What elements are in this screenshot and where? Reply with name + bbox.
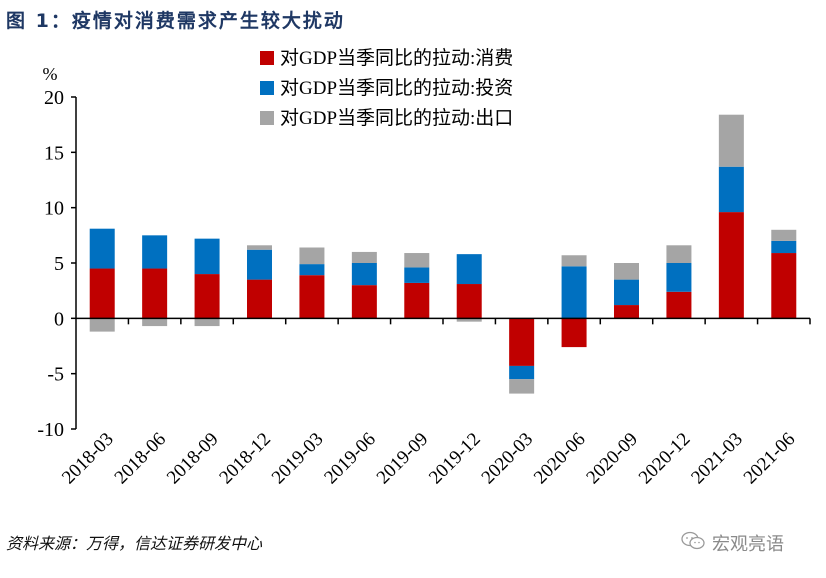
y-tick-label: 5 bbox=[54, 253, 64, 275]
bar-2018-03-series-0 bbox=[89, 268, 115, 319]
bar-2019-03-series-1 bbox=[299, 264, 325, 276]
x-tick-label: 2019-09 bbox=[373, 429, 433, 489]
x-tick-label: 2019-12 bbox=[425, 429, 485, 489]
x-tick-label: 2021-03 bbox=[687, 429, 747, 489]
legend-label-2: 对GDP当季同比的拉动:出口 bbox=[280, 107, 513, 129]
x-tick-label: 2018-09 bbox=[163, 429, 223, 489]
bar-2019-09-series-0 bbox=[404, 282, 430, 319]
bar-2018-06-series-0 bbox=[142, 268, 168, 319]
bar-2018-09-series-2 bbox=[194, 318, 220, 327]
legend-swatch-2 bbox=[260, 111, 274, 125]
bar-2021-06-series-0 bbox=[771, 253, 797, 319]
x-tick-label: 2018-06 bbox=[111, 429, 171, 489]
bar-2018-06-series-2 bbox=[142, 318, 168, 327]
x-tick-label: 2019-03 bbox=[268, 429, 328, 489]
y-tick-label: 20 bbox=[44, 87, 64, 109]
x-tick-label: 2018-03 bbox=[58, 429, 118, 489]
x-tick-label: 2020-03 bbox=[478, 429, 538, 489]
bar-2018-12-series-1 bbox=[247, 249, 272, 280]
bar-2020-06-series-0 bbox=[561, 318, 587, 348]
y-tick-label: -5 bbox=[47, 364, 64, 386]
bar-2019-09-series-2 bbox=[404, 253, 430, 268]
bar-2021-06-series-1 bbox=[771, 240, 797, 254]
bar-2018-09-series-0 bbox=[194, 274, 220, 319]
bar-2019-09-series-1 bbox=[404, 267, 430, 283]
bar-2019-12-series-1 bbox=[456, 254, 482, 285]
chart-title: 图 1：疫情对消费需求产生较大扰动 bbox=[6, 10, 345, 32]
bar-2020-03-series-0 bbox=[509, 318, 535, 366]
bar-2019-03-series-2 bbox=[299, 247, 325, 265]
bar-2020-03-series-1 bbox=[509, 365, 535, 380]
bar-2019-06-series-2 bbox=[351, 251, 377, 263]
y-tick-label: 0 bbox=[54, 308, 64, 330]
bar-2018-03-series-1 bbox=[89, 228, 115, 269]
bar-2020-09-series-1 bbox=[614, 279, 639, 306]
y-axis: 20 15 10 5 0 -5 -10 bbox=[37, 87, 77, 441]
bar-2019-03-series-0 bbox=[299, 275, 325, 319]
bars bbox=[89, 114, 797, 394]
bar-2020-06-series-1 bbox=[561, 266, 587, 319]
bar-2020-09-series-2 bbox=[614, 263, 639, 280]
bar-2018-06-series-1 bbox=[142, 235, 168, 269]
bar-2018-12-series-0 bbox=[247, 279, 272, 319]
watermark-text: 宏观亮语 bbox=[712, 534, 784, 555]
legend: 对GDP当季同比的拉动:消费对GDP当季同比的拉动:投资对GDP当季同比的拉动:… bbox=[260, 47, 513, 129]
legend-label-0: 对GDP当季同比的拉动:消费 bbox=[280, 47, 513, 69]
bar-2021-03-series-1 bbox=[718, 166, 744, 213]
y-tick-label: 10 bbox=[44, 198, 64, 220]
watermark: 宏观亮语 bbox=[680, 530, 784, 556]
x-axis: 2018-032018-062018-092018-122019-032019-… bbox=[58, 317, 811, 489]
bar-2021-06-series-2 bbox=[771, 229, 797, 241]
wechat-icon bbox=[680, 531, 706, 556]
bar-2020-12-series-0 bbox=[666, 291, 692, 319]
x-tick-label: 2020-12 bbox=[635, 429, 695, 489]
bar-2021-03-series-0 bbox=[718, 212, 744, 319]
legend-label-1: 对GDP当季同比的拉动:投资 bbox=[280, 77, 513, 99]
bar-2021-03-series-2 bbox=[718, 114, 744, 167]
bar-2018-12-series-2 bbox=[247, 245, 272, 250]
bar-2019-06-series-0 bbox=[351, 285, 377, 319]
bar-2020-09-series-0 bbox=[614, 305, 639, 319]
bar-2019-12-series-0 bbox=[456, 284, 482, 319]
y-tick-label: 15 bbox=[44, 142, 64, 164]
x-tick-label: 2020-09 bbox=[582, 429, 642, 489]
y-tick-label: -10 bbox=[37, 419, 64, 441]
x-tick-label: 2020-06 bbox=[530, 429, 590, 489]
legend-swatch-1 bbox=[260, 81, 274, 95]
source-note: 资料来源：万得，信达证券研发中心 bbox=[6, 534, 263, 553]
legend-swatch-0 bbox=[260, 51, 274, 65]
x-tick-label: 2019-06 bbox=[320, 429, 380, 489]
x-tick-label: 2021-06 bbox=[740, 429, 800, 489]
bar-2020-12-series-1 bbox=[666, 263, 692, 292]
chart: 对GDP当季同比的拉动:消费对GDP当季同比的拉动:投资对GDP当季同比的拉动:… bbox=[37, 47, 811, 489]
bar-2019-12-series-2 bbox=[456, 318, 482, 322]
bar-2019-06-series-1 bbox=[351, 263, 377, 286]
bar-2020-03-series-2 bbox=[509, 379, 535, 394]
bar-2020-06-series-2 bbox=[561, 255, 587, 267]
x-tick-label: 2018-12 bbox=[215, 429, 275, 489]
bar-2018-03-series-2 bbox=[89, 318, 115, 332]
bar-2020-12-series-2 bbox=[666, 245, 692, 263]
y-axis-label: % bbox=[43, 64, 58, 84]
bar-2018-09-series-1 bbox=[194, 238, 220, 275]
